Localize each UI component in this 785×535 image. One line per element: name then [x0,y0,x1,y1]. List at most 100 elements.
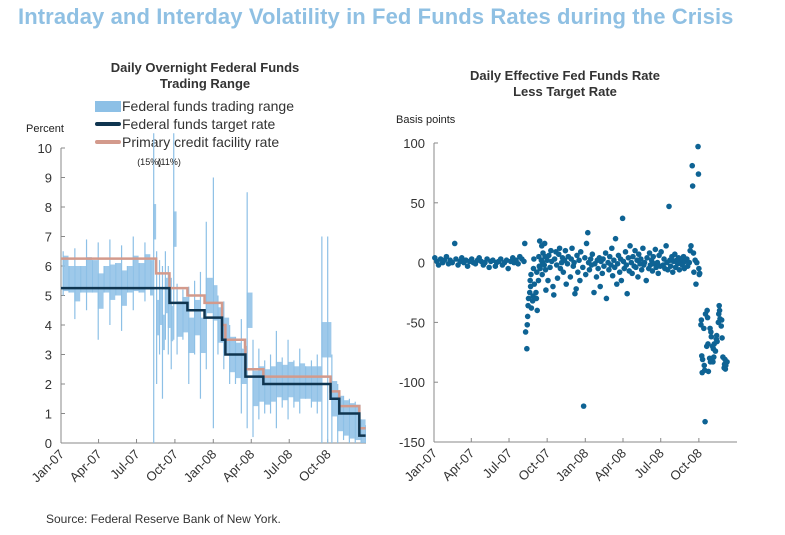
trading-range-band [258,366,265,402]
primary-credit-rate-line [61,257,366,430]
right-x-tick-label: Apr-07 [439,446,477,484]
scatter-point [716,307,723,314]
scatter-point [553,262,560,268]
left-y-tick-label: 4 [45,318,52,333]
right-x-tick-label: Apr-08 [591,446,629,484]
scatter-point [577,249,584,255]
scatter-point [544,257,550,264]
legend-item-target-rate: Federal funds target rate [95,115,294,133]
left-y-tick-label: 9 [45,171,52,186]
scatter-point [550,292,557,298]
legend-label-primary-credit: Primary credit facility rate [122,134,280,150]
scatter-point [613,281,620,287]
scatter-point [521,240,528,247]
scatter-point [526,289,533,296]
trading-range-band [126,266,133,293]
scatter-point [464,263,471,269]
right-y-tick-label: -50 [406,315,425,330]
scatter-point [580,264,586,271]
scatter-point [704,314,711,321]
trading-range-band [287,361,294,398]
scatter-point [618,277,625,284]
trading-range-band [264,369,271,405]
scatter-point [667,263,674,269]
scatter-point [666,203,672,210]
scatter-point [689,162,696,169]
right-x-tick-label: Oct-07 [515,446,553,484]
scatter-point [699,356,706,363]
scatter-point [602,250,609,256]
scatter-point [560,269,567,275]
scatter-point [601,263,607,269]
trading-range-band [305,366,311,399]
scatter-point [541,262,548,268]
right-y-tick-label: -100 [399,375,425,390]
scatter-point [719,335,725,341]
scatter-point [522,329,529,335]
scatter-point [535,277,542,284]
scatter-point [597,283,604,290]
scatter-point [663,243,669,249]
left-x-tick-label: Jan-08 [181,447,220,486]
trading-range-band [327,322,332,358]
legend-label-target-rate: Federal funds target rate [122,116,276,132]
trading-range-band [115,263,122,296]
scatter-point [695,171,702,177]
scatter-point [693,259,700,266]
scatter-point [606,253,613,260]
trading-range-band [68,266,75,293]
scatter-point [587,256,594,262]
scatter-point [443,253,450,260]
scatter-point [591,289,597,296]
trading-range-band [80,266,87,293]
scatter-point [705,341,711,347]
scatter-point [641,259,648,266]
scatter-point [569,245,575,252]
trading-range-band [74,266,81,302]
scatter-point [644,255,650,261]
scatter-point [701,325,707,332]
scatter-point [606,266,612,273]
legend-item-primary-credit: Primary credit facility rate [95,133,294,151]
scatter-point [696,270,703,277]
trading-range-band [103,266,110,293]
trading-range-band [97,273,104,309]
scatter-point [435,262,442,268]
left-x-tick-label: Apr-07 [66,447,104,485]
scatter-point [582,271,589,278]
scatter-point [655,270,662,277]
scatter-point [696,265,702,272]
scatter-point [640,245,646,252]
trading-range-band [234,342,241,379]
scatter-point [649,268,656,274]
trading-range-band [252,370,259,407]
trading-range-band [182,296,189,333]
scatter-point [609,272,616,279]
legend-label-trading-range: Federal funds trading range [122,98,294,114]
scatter-point [531,281,538,287]
left-y-axis-label: Percent [26,123,64,135]
source-note: Source: Federal Reserve Bank of New York… [46,512,281,526]
scatter-point [624,290,630,297]
left-x-tick-label: Oct-07 [143,447,181,485]
scatter-point [593,274,600,280]
scatter-point [704,307,710,314]
trading-range-band [275,361,282,398]
scatter-point [714,338,720,345]
left-y-tick-label: 7 [45,230,52,245]
scatter-point [612,235,619,242]
left-y-tick-label: 1 [45,407,52,422]
trading-range-band [205,277,213,314]
scatter-point [531,256,537,262]
target-rate-line [61,286,366,437]
scatter-point [658,249,664,255]
scatter-point [716,302,722,309]
scatter-point [603,295,610,302]
scatter-point [543,287,549,293]
scatter-point [614,260,621,267]
legend-item-trading-range: Federal funds trading range [95,97,294,115]
trading-range-band [188,317,195,354]
trading-range-band [144,254,151,290]
